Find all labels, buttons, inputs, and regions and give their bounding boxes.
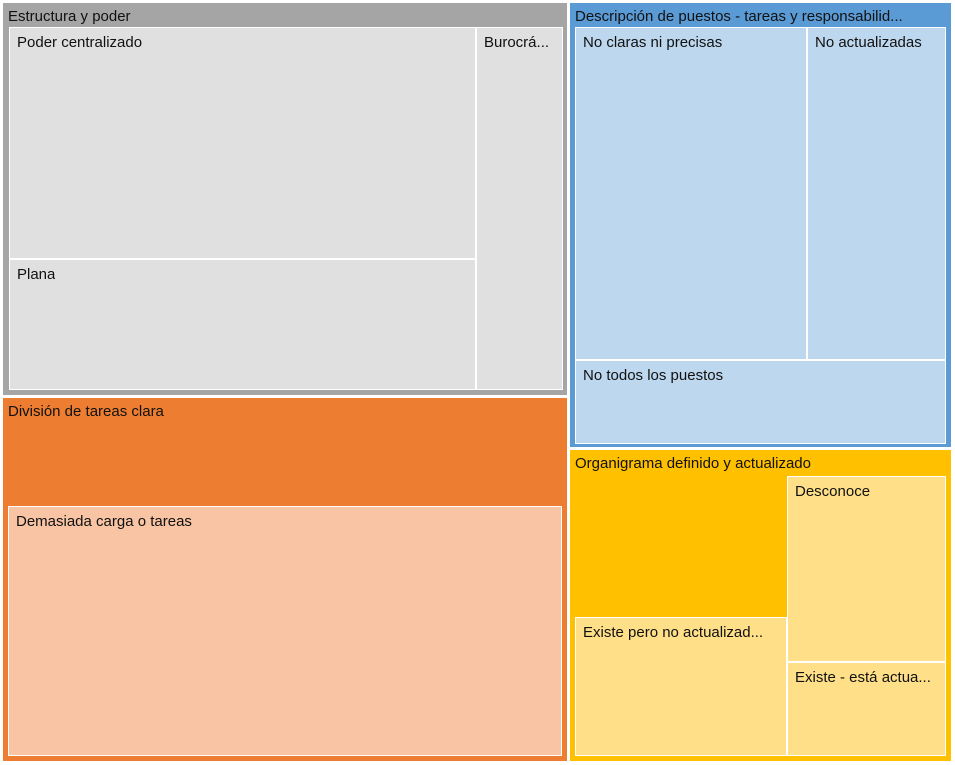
treemap-cell-no-claras-ni-precisas: No claras ni precisas: [575, 27, 807, 360]
treemap-cell-existe-no-actualizado: Existe pero no actualizad...: [575, 617, 787, 756]
group-label: Estructura y poder: [8, 8, 131, 25]
treemap-cell-demasiada-carga: Demasiada carga o tareas: [8, 506, 562, 756]
treemap-cell-poder-centralizado: Poder centralizado: [9, 27, 476, 259]
group-label: Descripción de puestos - tareas y respon…: [575, 8, 903, 25]
cell-label: Desconoce: [795, 483, 871, 500]
group-label: División de tareas clara: [8, 403, 164, 420]
treemap-cell-burocratica: Burocrá...: [476, 27, 563, 390]
cell-label: Poder centralizado: [17, 34, 143, 51]
cell-label: No todos los puestos: [583, 367, 724, 384]
treemap-cell-no-todos-los-puestos: No todos los puestos: [575, 360, 946, 444]
cell-label: Plana: [17, 266, 56, 283]
cell-label: Burocrá...: [484, 34, 550, 51]
group-label: Organigrama definido y actualizado: [575, 455, 811, 472]
treemap-cell-desconoce: Desconoce: [787, 476, 946, 662]
cell-label: No claras ni precisas: [583, 34, 723, 51]
treemap-cell-existe-actualizado: Existe - está actua...: [787, 662, 946, 756]
cell-label: No actualizadas: [815, 34, 922, 51]
treemap-cell-plana: Plana: [9, 259, 476, 390]
cell-label: Demasiada carga o tareas: [16, 513, 192, 530]
cell-label: Existe pero no actualizad...: [583, 624, 764, 641]
cell-label: Existe - está actua...: [795, 669, 931, 686]
treemap-cell-no-actualizadas: No actualizadas: [807, 27, 946, 360]
